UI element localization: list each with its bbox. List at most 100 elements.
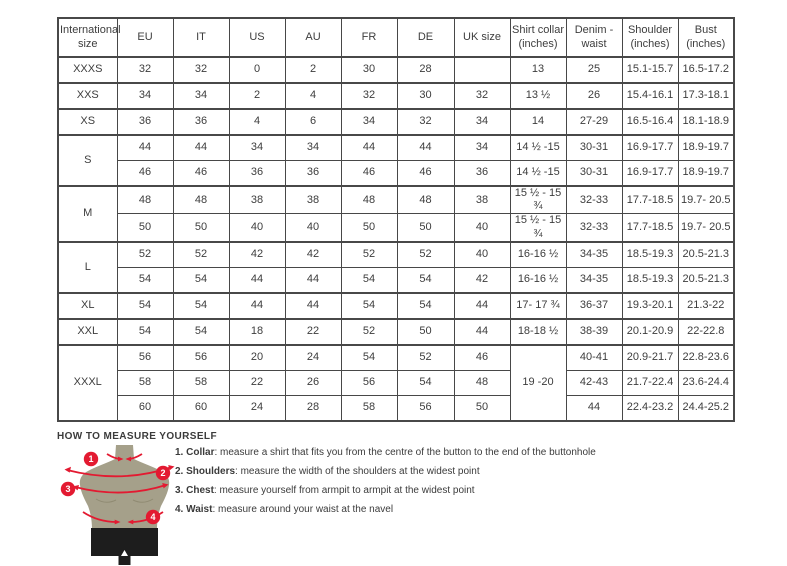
cell: 44 xyxy=(396,134,455,161)
marker-3-label: 3 xyxy=(65,484,70,494)
cell: 44 xyxy=(284,266,342,294)
cell: 23.6-24.4 xyxy=(677,369,735,396)
cell: 0 xyxy=(228,56,286,84)
cell: 22.8-23.6 xyxy=(677,343,735,371)
cell: 21.3-22 xyxy=(677,291,735,320)
cell: 54 xyxy=(340,291,398,320)
cell: 24 xyxy=(228,394,286,422)
arrow-heads xyxy=(64,456,175,525)
cell: 18 xyxy=(228,317,286,346)
cell: 52 xyxy=(340,317,398,346)
table-row: XXL 54 54 18 22 52 50 44 18-18 ½ 38-39 20.1-20.9 22… xyxy=(57,317,735,346)
cell: 19.7- 20.5 xyxy=(677,213,735,243)
cell: 54 xyxy=(116,291,174,320)
column-header: UK size xyxy=(453,17,511,58)
cell: 40 xyxy=(228,213,286,243)
measure-item-waist: 4. Waist: measure around your waist at t… xyxy=(175,504,655,516)
table-row: M 48 48 38 38 48 48 38 15 ½ - 15 ¾ 32-33 17.7-18.5… xyxy=(57,185,735,243)
cell: 46 xyxy=(453,343,511,371)
cell: 48 xyxy=(396,185,455,215)
cell: 19.3-20.1 xyxy=(621,291,679,320)
cell: 58 xyxy=(340,394,398,422)
cell: 32 xyxy=(116,56,174,84)
cell: 17.3-18.1 xyxy=(677,82,735,110)
cell: 58 xyxy=(172,369,230,396)
measure-instructions: 1. Collar: measure a shirt that fits you… xyxy=(175,447,655,523)
marker-2-label: 2 xyxy=(160,468,165,478)
cell: 14 xyxy=(509,108,567,136)
cell: 52 xyxy=(396,343,455,371)
cell: 54 xyxy=(116,317,174,346)
cell: 21.7-22.4 xyxy=(621,369,679,396)
cell: 52 xyxy=(116,240,174,268)
cell: 18.9-19.7 xyxy=(677,134,735,161)
column-header: IT xyxy=(172,17,230,58)
cell: 42 xyxy=(284,240,342,268)
cell: 16.9-17.7 xyxy=(621,160,679,187)
cell: 34 xyxy=(453,134,511,161)
cell: 34 xyxy=(228,134,286,161)
shorts-shape xyxy=(91,528,158,556)
item-label: Collar xyxy=(186,447,215,458)
item-label: Shoulders xyxy=(186,466,236,477)
cell: 44 xyxy=(340,134,398,161)
cell: 4 xyxy=(228,108,286,136)
cell: 15 ½ - 15 ¾ xyxy=(509,185,567,215)
header-row: International size EU IT US AU FR DE UK size Shi… xyxy=(57,17,735,58)
item-number: 2. xyxy=(175,466,184,477)
cell: 24.4-25.2 xyxy=(677,394,735,422)
cell: 26 xyxy=(284,369,342,396)
figure-badges: 1 2 3 4 xyxy=(60,451,171,525)
cell: 17- 17 ¾ xyxy=(509,291,567,320)
cell: 30-31 xyxy=(565,160,623,187)
cell: 40 xyxy=(284,213,342,243)
cell: 30 xyxy=(340,56,398,84)
cell: 56 xyxy=(396,394,455,422)
cell: 46 xyxy=(172,160,230,187)
cell: 36 xyxy=(453,160,511,187)
table-row: 58 58 22 26 56 54 48 42-43 21.7-22.4 23.6-24.4 xyxy=(58,369,735,396)
size-label: L xyxy=(57,240,118,294)
cell: 40 xyxy=(453,213,511,243)
size-label: XXS xyxy=(57,82,118,110)
cell: 54 xyxy=(172,266,230,294)
cell: 52 xyxy=(172,240,230,268)
measure-heading: HOW TO MEASURE YOURSELF xyxy=(57,431,217,442)
cell: 42 xyxy=(228,240,286,268)
cell: 15.4-16.1 xyxy=(621,82,679,110)
table-row: S 44 44 34 34 44 44 34 14 ½ -15 30-31 16.9-17.7 18.… xyxy=(57,134,735,187)
cell: 32 xyxy=(172,56,230,84)
cell: 34-35 xyxy=(565,240,623,268)
cell: 6 xyxy=(284,108,342,136)
cell: 20.5-21.3 xyxy=(677,240,735,268)
table-row: XXXS 32 32 0 2 30 28 13 25 15.1-15.7 16.5-17.2 xyxy=(57,56,735,84)
cell: 20 xyxy=(228,343,286,371)
cell: 48 xyxy=(116,185,174,215)
cell: 56 xyxy=(172,343,230,371)
cell: 18.5-19.3 xyxy=(621,240,679,268)
column-header: AU xyxy=(284,17,342,58)
cell: 56 xyxy=(116,343,174,371)
column-header: International size xyxy=(57,17,121,58)
cell: 54 xyxy=(396,266,455,294)
cell: 52 xyxy=(396,240,455,268)
cell xyxy=(453,56,511,84)
cell: 44 xyxy=(228,266,286,294)
cell: 54 xyxy=(340,343,398,371)
cell: 28 xyxy=(396,56,455,84)
cell: 20.5-21.3 xyxy=(677,266,735,294)
table-row: 54 54 44 44 54 54 42 16-16 ½ 34-35 18.5-19.3 20.5-… xyxy=(58,266,735,294)
cell: 34 xyxy=(453,108,511,136)
cell: 50 xyxy=(396,317,455,346)
chest-contour-left xyxy=(95,498,117,503)
cell: 40-41 xyxy=(565,343,623,371)
cell: 2 xyxy=(228,82,286,110)
cell: 44 xyxy=(228,291,286,320)
table-row: XL 54 54 44 44 54 54 44 17- 17 ¾ 36-37 19.3-20.1 21… xyxy=(57,291,735,320)
cell: 32 xyxy=(396,108,455,136)
cell: 54 xyxy=(116,266,174,294)
cell: 14 ½ -15 xyxy=(509,160,567,187)
cell: 44 xyxy=(116,134,174,161)
cell: 18.1-18.9 xyxy=(677,108,735,136)
